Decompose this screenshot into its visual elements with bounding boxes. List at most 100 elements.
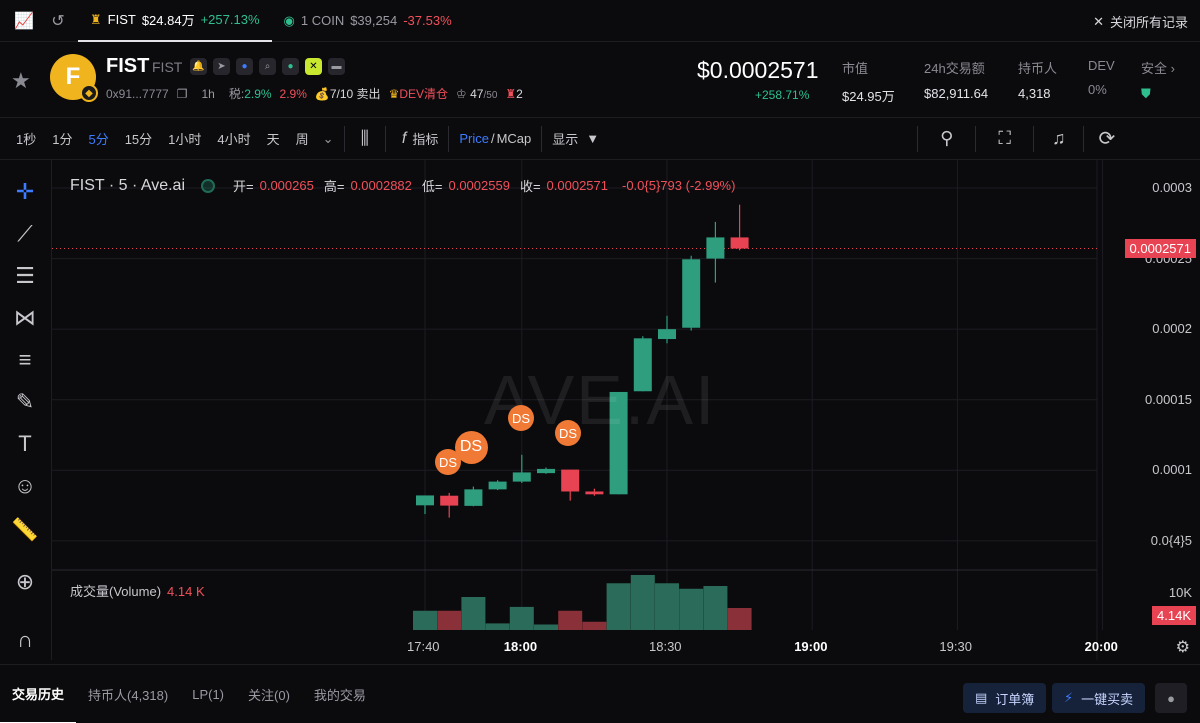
ruler-icon[interactable]: 📏 [11, 517, 39, 542]
ds-marker[interactable]: DS [454, 430, 488, 464]
timeframe-4[interactable]: 1小时 [168, 132, 202, 147]
crosshair-icon[interactable]: ✛ [15, 179, 35, 204]
toolbar-divider [975, 125, 977, 152]
candle-body [730, 237, 749, 249]
pattern-icon[interactable]: ⋈ [14, 305, 36, 330]
order-book-button[interactable]: ▤ 订单簿 [963, 683, 1047, 713]
search-icon[interactable]: ⌕ [259, 58, 276, 75]
chat-bubble-button[interactable]: ● [1155, 683, 1187, 713]
timeframe-6[interactable]: 天 [266, 132, 280, 147]
bell-icon[interactable]: 🔔 [190, 58, 207, 75]
token-logo: F ◆ [50, 54, 98, 102]
x-social-icon[interactable]: ✕ [305, 58, 322, 75]
timeframe-0[interactable]: 1秒 [16, 132, 37, 147]
history-tab-coin[interactable]: ◉ 1 COIN $39,254 -37.53% [272, 0, 464, 42]
fullscreen-icon[interactable]: ⛶ [998, 128, 1011, 148]
bottom-tabs: 交易历史 持币人(4,318) LP(1) 关注(0) 我的交易 ▤ 订单簿 ⚡ 一键买… [0, 664, 1200, 723]
mcap-mode-button[interactable]: MCap [496, 131, 532, 146]
brush-icon[interactable]: ✎ [15, 389, 35, 414]
quick-buy-button[interactable]: ⚡ 一键买卖 [1052, 683, 1146, 713]
candle-body [682, 259, 701, 328]
timeframe-5[interactable]: 4小时 [217, 132, 251, 147]
copy-icon[interactable]: ❐ [176, 86, 188, 101]
stat-label: 24h交易额 [924, 61, 985, 76]
price-mode-button[interactable]: Price [459, 131, 489, 146]
caret-down-icon[interactable]: ▼ [586, 131, 600, 146]
card-icon[interactable]: ▬ [328, 58, 345, 75]
refresh-icon[interactable]: ⟳ [1098, 128, 1116, 150]
ds-marker[interactable]: DS [508, 405, 534, 431]
tax-label: 税: [228, 87, 245, 101]
token-header: ★ F ◆ FIST FIST 🔔 ➤ ● ⌕ ● ✕ ▬ 0x91...777… [0, 42, 1200, 118]
star-icon[interactable]: ★ [11, 68, 31, 93]
close-all-label: 关闭所有记录 [1109, 15, 1188, 30]
horizontal-lines-icon[interactable]: ☰ [15, 263, 35, 288]
volume-bar [655, 583, 679, 630]
history-tab-fist[interactable]: ♜ FIST $24.84万 +257.13% [78, 0, 272, 42]
red-hat-icon: ♜ [505, 86, 517, 101]
drawing-tools: ✛ ⟋ ☰ ⋈ ≡ ✎ T ☺ 📏 ⊕ ∩ [0, 160, 52, 660]
history-icon[interactable]: ↺ [51, 12, 65, 30]
close-all-records-button[interactable]: ✕ 关闭所有记录 [1093, 12, 1188, 31]
order-book-label: 订单簿 [995, 691, 1035, 707]
bottom-tab-1[interactable]: 持币人(4,318) [88, 687, 169, 703]
sell-info-text: 7/10 卖出 [329, 87, 381, 101]
social-icons: 🔔 ➤ ● ⌕ ● ✕ ▬ [190, 58, 345, 75]
low-label: 低= [421, 179, 443, 194]
chart-icon[interactable]: 📈 [14, 12, 34, 30]
stat-security-label: 安全 [1141, 61, 1168, 76]
holders-ratio-total: /50 [483, 89, 498, 101]
timeframe-list: 1秒 1分 5分 15分 1小时 4小时天周 [8, 129, 317, 148]
volume-bar [727, 608, 752, 630]
volume-current: 4.14 K [167, 584, 205, 599]
bottom-tab-0[interactable]: 交易历史 [0, 665, 77, 723]
fib-icon[interactable]: ≡ [18, 347, 32, 372]
bottom-tab-2[interactable]: LP(1) [192, 686, 225, 702]
bottom-tab-4[interactable]: 我的交易 [313, 687, 366, 703]
price-chart[interactable]: AVE.AI FIST · 5 · Ave.ai 开= 0.000265 高= 0.… [52, 160, 1200, 660]
indicator-fx-icon[interactable]: f [401, 129, 407, 147]
chart-legend: FIST · 5 · Ave.ai 开= 0.000265 高= 0.0002882… [70, 176, 739, 195]
x-tick-label: 18:30 [649, 639, 682, 654]
toolbar-divider [343, 125, 345, 152]
trend-line-icon[interactable]: ⟋ [17, 221, 33, 246]
open-value: 0.000265 [259, 178, 314, 193]
group-icon[interactable]: ● [282, 58, 299, 75]
ds-marker[interactable]: DS [555, 420, 581, 446]
timeframe-1[interactable]: 1分 [52, 132, 73, 147]
emoji-icon[interactable]: ☺ [13, 473, 37, 498]
indicators-button[interactable]: 指标 [412, 132, 439, 147]
chart-settings-gear-icon[interactable]: ⚙ [1175, 639, 1190, 656]
bottom-tab-3[interactable]: 关注(0) [248, 687, 290, 703]
volume-bar [485, 623, 510, 630]
stat-security[interactable]: 安全 › ⛊ [1141, 58, 1175, 102]
toolbar-divider [448, 125, 450, 152]
zoom-in-icon[interactable]: ⊕ [15, 569, 35, 594]
timeframe-3[interactable]: 15分 [124, 132, 153, 147]
timeframe-2[interactable]: 5分 [88, 132, 109, 147]
user-icon[interactable]: ● [236, 58, 253, 75]
magnet-icon[interactable]: ∩ [17, 627, 33, 652]
token-address[interactable]: 0x91...7777 [106, 86, 169, 101]
telegram-icon[interactable]: ➤ [213, 58, 230, 75]
price-change: +258.71% [755, 88, 810, 102]
money-bag-icon: 💰 [314, 87, 330, 101]
text-tool-icon[interactable]: T [18, 431, 32, 456]
timeframe-7[interactable]: 周 [295, 132, 309, 147]
stat-value: 0% [1088, 82, 1107, 97]
volume-bar [606, 583, 631, 630]
flash-zoom-icon[interactable]: ⚲ [940, 128, 954, 148]
stat-dev: DEV 0% [1088, 58, 1115, 97]
stat-label: 安全 › [1141, 58, 1175, 77]
chevron-down-icon[interactable]: ⌄ [322, 130, 334, 146]
volume-bar [582, 621, 607, 630]
chart-symbol-label: FIST · 5 · Ave.ai [70, 176, 186, 194]
status-dot-icon[interactable] [201, 178, 216, 193]
high-value: 0.0002882 [350, 178, 412, 193]
stat-value: $24.95万 [842, 89, 895, 104]
alert-bell-icon[interactable]: ♫ [1051, 128, 1066, 148]
stat-holders: 持币人 4,318 [1018, 58, 1057, 101]
candle-body [706, 237, 725, 259]
display-button[interactable]: 显示 [552, 132, 579, 147]
candlestick-type-icon[interactable]: ⫼ [360, 128, 369, 148]
